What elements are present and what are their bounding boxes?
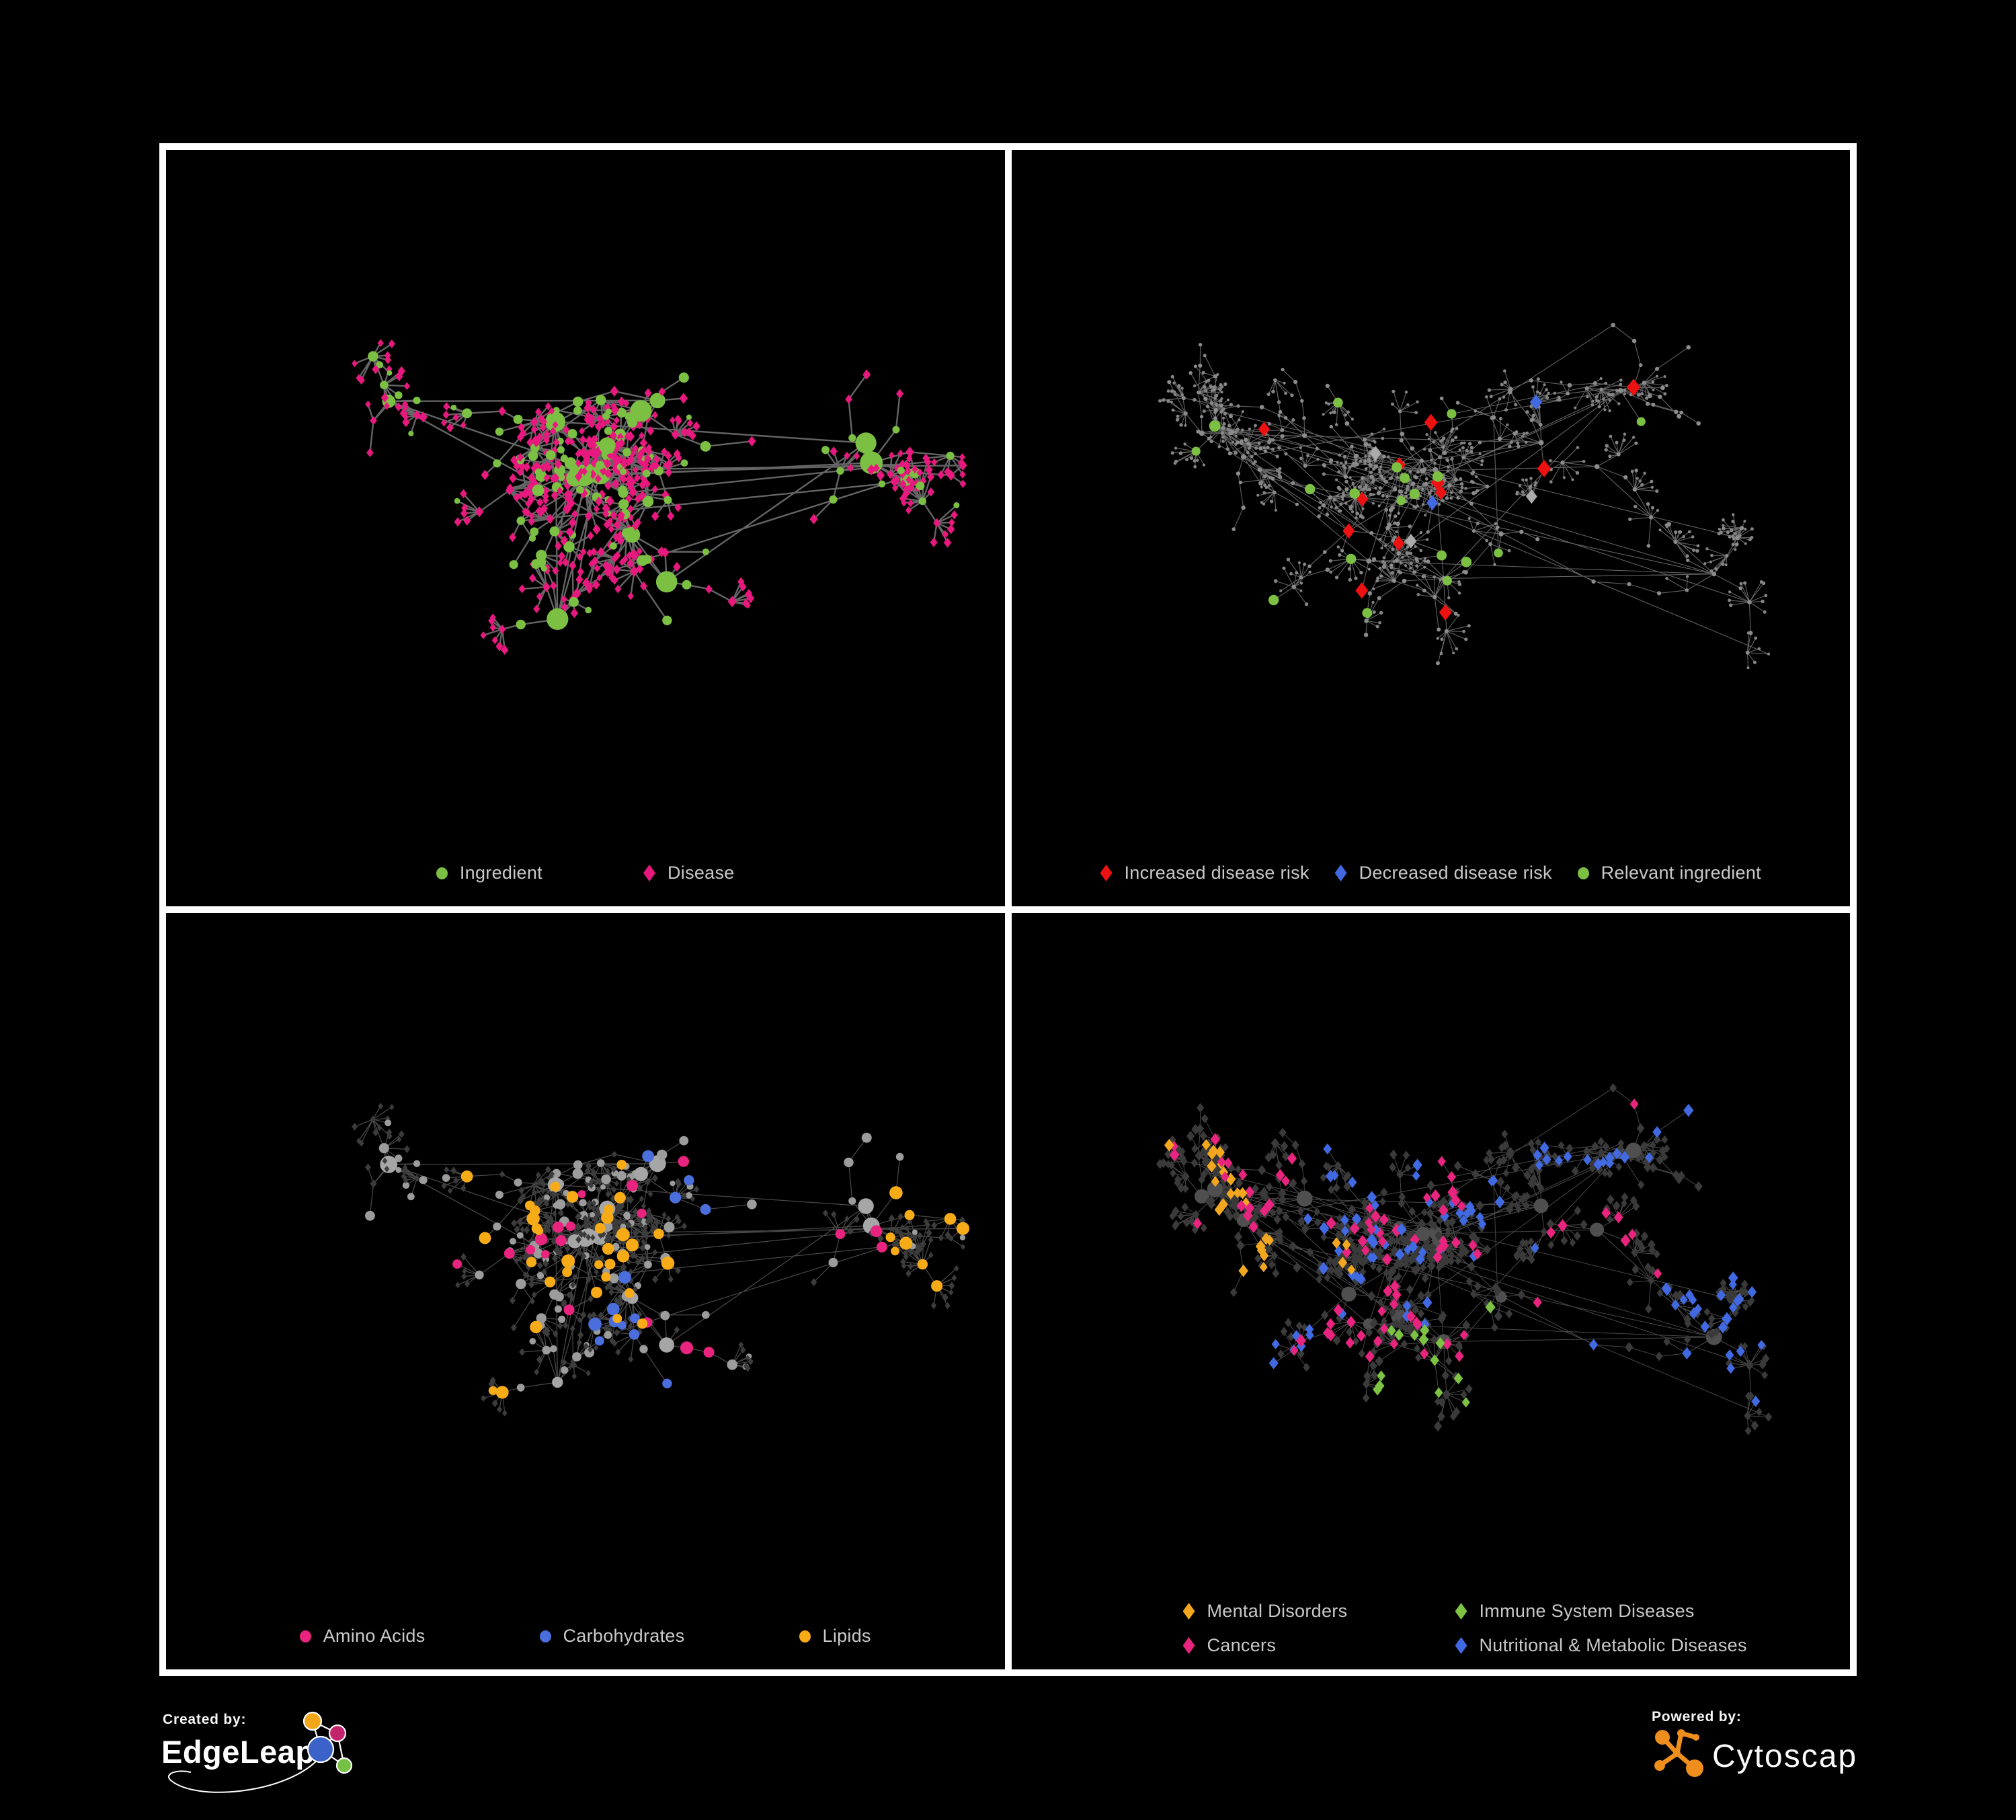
edgeleap-wordmark: EdgeLeap	[161, 1734, 315, 1770]
legend-disease-risk: Increased disease risk Decreased disease…	[1012, 863, 1851, 883]
legend-label: Increased disease risk	[1124, 863, 1309, 883]
legend-label: Amino Acids	[323, 1626, 426, 1646]
legend-label: Disease	[667, 863, 735, 883]
legend-label: Carbohydrates	[563, 1626, 685, 1646]
legend-item-carbohydrates: Carbohydrates	[539, 1626, 685, 1647]
panel-disease-risk: Increased disease risk Decreased disease…	[1011, 150, 1851, 906]
legend-nutrient-classes: Amino Acids Carbohydrates Lipids	[166, 1626, 1005, 1647]
edgeleap-node-magenta	[328, 1724, 347, 1743]
nutrient-classes-network	[352, 1103, 970, 1417]
legend-item-ingredient: Ingredient	[436, 863, 542, 883]
legend-label: Mental Disorders	[1207, 1601, 1348, 1621]
legend-item-relevant-ingredient: Relevant ingredient	[1577, 863, 1761, 883]
panel-disease-classes: Mental Disorders Immune System Diseases …	[1011, 913, 1850, 1669]
edgeleap-glyph	[303, 1711, 353, 1774]
disease-classes-network	[1156, 1083, 1772, 1435]
ingredient-marker-icon	[436, 867, 448, 879]
legend-item-decreased-risk: Decreased disease risk	[1334, 863, 1552, 883]
legend-ingredient-disease: Ingredient Disease	[166, 863, 1005, 883]
legend-item-amino-acids: Amino Acids	[299, 1626, 426, 1647]
edgeleap-swoosh	[168, 1759, 318, 1793]
legend-item-disease: Disease	[643, 863, 735, 883]
powered-by-label: Powered by:	[1652, 1709, 1742, 1725]
legend-label: Nutritional & Metabolic Diseases	[1479, 1635, 1747, 1655]
edgeleap-node-orange	[303, 1711, 323, 1731]
legend-item-immune-diseases: Immune System Diseases	[1455, 1601, 1824, 1622]
immune-diseases-marker-icon	[1455, 1603, 1467, 1620]
footer: Created by: EdgeLeap Powered by:	[161, 1706, 1876, 1817]
edgeleap-node-green	[335, 1757, 353, 1774]
legend-label: Immune System Diseases	[1479, 1601, 1695, 1621]
carbohydrates-marker-icon	[539, 1630, 551, 1643]
legend-item-increased-risk: Increased disease risk	[1100, 863, 1309, 883]
lipids-marker-icon	[799, 1630, 811, 1643]
legend-label: Lipids	[822, 1626, 871, 1646]
edgeleap-logo: Created by: EdgeLeap	[161, 1711, 353, 1793]
legend-item-lipids: Lipids	[799, 1626, 871, 1647]
legend-item-mental-disorders: Mental Disorders	[1182, 1601, 1455, 1622]
cytoscape-logo: Powered by: Cytoscape	[1652, 1709, 1876, 1777]
legend-item-cancers: Cancers	[1182, 1635, 1455, 1656]
ingredient-disease-network	[352, 339, 967, 655]
edgeleap-node-blue	[307, 1735, 335, 1764]
cytoscape-credit: Powered by: Cytoscape	[1650, 1706, 1876, 1790]
legend-item-nutritional-metabolic: Nutritional & Metabolic Diseases	[1455, 1635, 1824, 1656]
relevant-ingredient-marker-icon	[1577, 867, 1589, 879]
legend-disease-classes: Mental Disorders Immune System Diseases …	[1182, 1601, 1824, 1656]
cancers-marker-icon	[1182, 1637, 1195, 1654]
legend-label: Ingredient	[459, 863, 542, 883]
edgeleap-credit: Created by: EdgeLeap	[161, 1706, 370, 1817]
cytoscape-glyph	[1654, 1729, 1703, 1777]
disease-risk-network	[1158, 323, 1770, 670]
panel-grid: Ingredient Disease Increased disease ris…	[159, 143, 1857, 1676]
legend-label: Decreased disease risk	[1359, 863, 1552, 883]
disease-marker-icon	[643, 865, 655, 881]
mental-disorders-marker-icon	[1182, 1603, 1195, 1620]
panel-nutrient-classes: Amino Acids Carbohydrates Lipids	[166, 913, 1005, 1669]
amino-acids-marker-icon	[299, 1630, 311, 1643]
cytoscape-wordmark: Cytoscape	[1712, 1739, 1859, 1774]
legend-label: Relevant ingredient	[1601, 863, 1761, 883]
created-by-label: Created by:	[163, 1712, 246, 1727]
nutritional-metabolic-marker-icon	[1455, 1637, 1467, 1654]
decreased-risk-marker-icon	[1334, 865, 1347, 881]
panel-ingredient-disease: Ingredient Disease	[166, 150, 1005, 906]
legend-label: Cancers	[1207, 1635, 1277, 1655]
increased-risk-marker-icon	[1100, 865, 1113, 881]
